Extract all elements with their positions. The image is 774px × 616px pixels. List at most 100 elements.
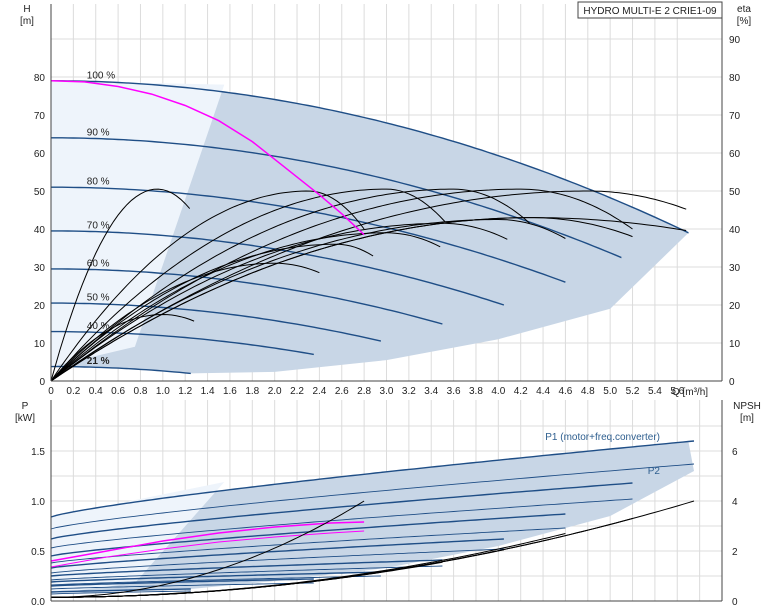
x-tick-label: 4.2 [514, 386, 528, 397]
y-tick-label: 1.0 [31, 497, 45, 508]
y2-tick-label: 70 [729, 111, 741, 122]
p2-curve [50, 565, 443, 581]
y2-tick-label: 80 [729, 73, 741, 84]
efficiency-curve [50, 243, 374, 382]
y2-tick-label: 60 [729, 149, 741, 160]
x-tick-label: 0 [48, 386, 54, 397]
y-tick-label: 0.5 [31, 547, 45, 558]
x-tick-label: 3.6 [447, 386, 461, 397]
speed-label: 90 % [87, 127, 110, 138]
power-npsh-plot: P1 (motor+freq.converter)P20.00.51.01.50… [15, 400, 761, 608]
y2-tick-label: 6 [732, 447, 738, 458]
p2-curve [50, 498, 633, 549]
chart-title: HYDRO MULTI-E 2 CRIE1-09 [583, 6, 717, 17]
p1-curve [50, 559, 443, 577]
x-tick-label: 2.8 [357, 386, 371, 397]
y-tick-label: 80 [34, 73, 46, 84]
efficiency-curve [50, 188, 633, 382]
efficiency-curve [50, 232, 441, 382]
speed-label: 21 % [87, 356, 110, 367]
y-axis-unit: [m] [20, 16, 34, 27]
x-tick-label: 3.2 [402, 386, 416, 397]
p1-curve [50, 440, 695, 518]
power-envelope-light-region [51, 482, 225, 594]
p2-curve [50, 463, 695, 530]
speed-curve [51, 330, 314, 356]
y-axis-title: H [23, 4, 30, 15]
y-tick-label: 40 [34, 225, 46, 236]
speed-label: 80 % [87, 177, 110, 188]
y2-tick-label: 4 [732, 497, 738, 508]
y2-tick-label: 90 [729, 35, 741, 46]
operating-envelope [51, 80, 689, 374]
p1-curve [50, 571, 381, 583]
y2-tick-label: 30 [729, 263, 741, 274]
p1-curve [50, 578, 314, 587]
y-tick-label: 0.0 [31, 597, 45, 608]
y-tick-label: 60 [34, 149, 46, 160]
y-axis-title: P [22, 401, 29, 412]
p1-curve [50, 588, 191, 593]
x-tick-label: 2.6 [335, 386, 349, 397]
y-axis-unit: [kW] [15, 413, 35, 424]
title-box [577, 1, 723, 19]
x-tick-label: 0.8 [134, 386, 148, 397]
x-tick-label: 1.2 [178, 386, 192, 397]
p2-curve [50, 575, 381, 586]
x-tick-label: 1.4 [201, 386, 215, 397]
duty-curve [50, 80, 365, 236]
efficiency-curve [50, 217, 687, 382]
speed-curve [51, 186, 566, 283]
p2-curve [50, 548, 504, 574]
x-tick-label: 0.6 [111, 386, 125, 397]
y2-tick-label: 2 [732, 547, 738, 558]
speed-label: 40 % [87, 321, 110, 332]
p1-duty-curve [50, 521, 365, 562]
y2-tick-label: 50 [729, 187, 741, 198]
efficiency-curve [50, 188, 191, 382]
y2-tick-label: 10 [729, 339, 741, 350]
p1-series-label: P1 (motor+freq.converter) [545, 432, 660, 443]
speed-label: 100 % [87, 70, 115, 81]
speed-label: 70 % [87, 220, 110, 231]
x-axis-title: Q [m³/h] [672, 387, 708, 398]
p2-duty-curve [50, 530, 365, 568]
efficiency-curve [50, 190, 365, 382]
y-tick-label: 10 [34, 339, 46, 350]
y2-tick-label: 40 [729, 225, 741, 236]
p1-curve [50, 482, 633, 540]
x-tick-label: 5.6 [670, 386, 684, 397]
x-tick-label: 0.4 [89, 386, 103, 397]
y2-tick-label: 20 [729, 301, 741, 312]
x-tick-label: 0.2 [66, 386, 80, 397]
p2-series-label: P2 [648, 466, 661, 477]
x-tick-label: 2.2 [290, 386, 304, 397]
y2-axis-title: eta [737, 4, 751, 15]
x-tick-label: 1.0 [156, 386, 170, 397]
npsh-curve [50, 500, 365, 598]
x-tick-label: 4.0 [491, 386, 505, 397]
p2-curve [50, 582, 314, 590]
efficiency-curve [50, 313, 195, 382]
x-tick-label: 2.4 [312, 386, 326, 397]
y2-axis-unit: [%] [737, 16, 752, 27]
y2-tick-label: 0 [729, 377, 735, 388]
y-tick-label: 1.5 [31, 447, 45, 458]
head-efficiency-plot: 100 % 90 % 80 % 70 % 60 % 50 % 40 % 21 % 0 0.2 0.4… [20, 1, 752, 398]
speed-curve [51, 268, 443, 325]
y-tick-label: 20 [34, 301, 46, 312]
x-tick-label: 3.8 [469, 386, 483, 397]
x-tick-label: 3.4 [424, 386, 438, 397]
y2-axis-title: NPSH [733, 401, 761, 412]
envelope-light-region [51, 80, 225, 367]
y-tick-label: 30 [34, 263, 46, 274]
y2-axis-unit: [m] [740, 413, 754, 424]
x-tick-label: 5.4 [648, 386, 662, 397]
x-tick-label: 3.0 [380, 386, 394, 397]
x-tick-label: 2.0 [268, 386, 282, 397]
speed-curve [51, 230, 505, 306]
x-tick-label: 1.8 [245, 386, 259, 397]
speed-curve [51, 80, 689, 234]
